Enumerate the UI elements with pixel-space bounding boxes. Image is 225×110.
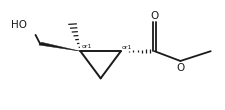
Text: or1: or1: [81, 44, 92, 49]
Text: or1: or1: [121, 45, 131, 50]
Text: HO: HO: [11, 20, 27, 30]
Polygon shape: [39, 42, 80, 51]
Text: O: O: [150, 11, 158, 21]
Text: O: O: [176, 63, 184, 73]
